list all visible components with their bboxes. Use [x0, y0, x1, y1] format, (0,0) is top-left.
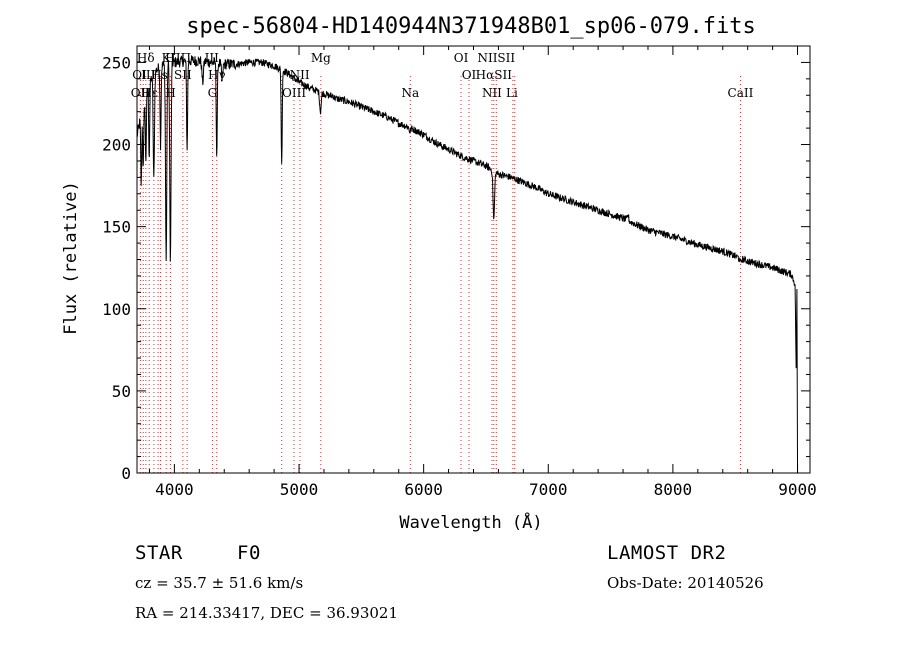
plot-frame	[136, 45, 811, 474]
y-tick-label: 100	[102, 300, 131, 319]
y-tick-label: 0	[121, 464, 131, 483]
x-tick-label: 4000	[155, 480, 194, 499]
object-subclass: F0	[237, 542, 261, 564]
x-tick-label: 7000	[529, 480, 568, 499]
spectral-line-markers	[139, 76, 741, 473]
spectral-line-label: SII	[174, 68, 192, 82]
spectral-line-label: OI	[462, 68, 477, 82]
obs-date: Obs-Date: 20140526	[607, 574, 764, 592]
spectral-line-label: Hε	[141, 86, 158, 100]
x-tick-label: 6000	[404, 480, 443, 499]
y-axis-label: Flux (relative)	[61, 181, 81, 335]
x-tick-label: 9000	[778, 480, 817, 499]
y-tick-label: 150	[102, 218, 131, 237]
y-tick-label: 50	[112, 382, 131, 401]
spectral-line-label: Li	[506, 86, 518, 100]
object-class: STAR	[135, 542, 183, 564]
x-tick-label: 8000	[654, 480, 693, 499]
spectral-line-label: OIII	[282, 86, 306, 100]
x-axis-label: Wavelength (Å)	[399, 511, 542, 533]
x-axis: 4000 5000 6000 7000 8000 9000	[148, 46, 817, 499]
y-tick-label: 200	[102, 136, 131, 155]
spectral-line-label: NIISII	[477, 51, 515, 65]
redshift-readout: cz = 35.7 ± 51.6 km/s	[135, 574, 304, 592]
spectral-line-label: OI	[454, 51, 469, 65]
spectral-line-label: OII	[131, 86, 151, 100]
spectral-line-label: G	[208, 86, 218, 100]
x-tick-label: 5000	[280, 480, 319, 499]
spectral-line-label: K	[162, 51, 172, 65]
spectral-line-label: OI	[132, 68, 147, 82]
chart-title: spec-56804-HD140944N371948B01_sp06-079.f…	[186, 14, 756, 39]
spectrum-line	[136, 55, 799, 474]
spectral-line-label: Na	[401, 86, 419, 100]
spectral-line-label: HαSII	[476, 68, 513, 82]
spectral-line-label: NII	[482, 86, 502, 100]
y-axis: 0 50 100 150 200 250	[102, 45, 810, 483]
spectrum-trace	[136, 55, 799, 474]
y-tick-label: 250	[102, 53, 131, 72]
spectral-line-label: CaII	[728, 86, 754, 100]
spectral-line-label: Hδ	[137, 51, 155, 65]
spectral-line-label: H	[165, 51, 175, 65]
spectral-line-label: Mg	[311, 51, 331, 65]
survey-name: LAMOST DR2	[607, 542, 727, 564]
coordinates: RA = 214.33417, DEC = 36.93021	[135, 604, 399, 622]
spectral-line-label: H	[165, 86, 175, 100]
